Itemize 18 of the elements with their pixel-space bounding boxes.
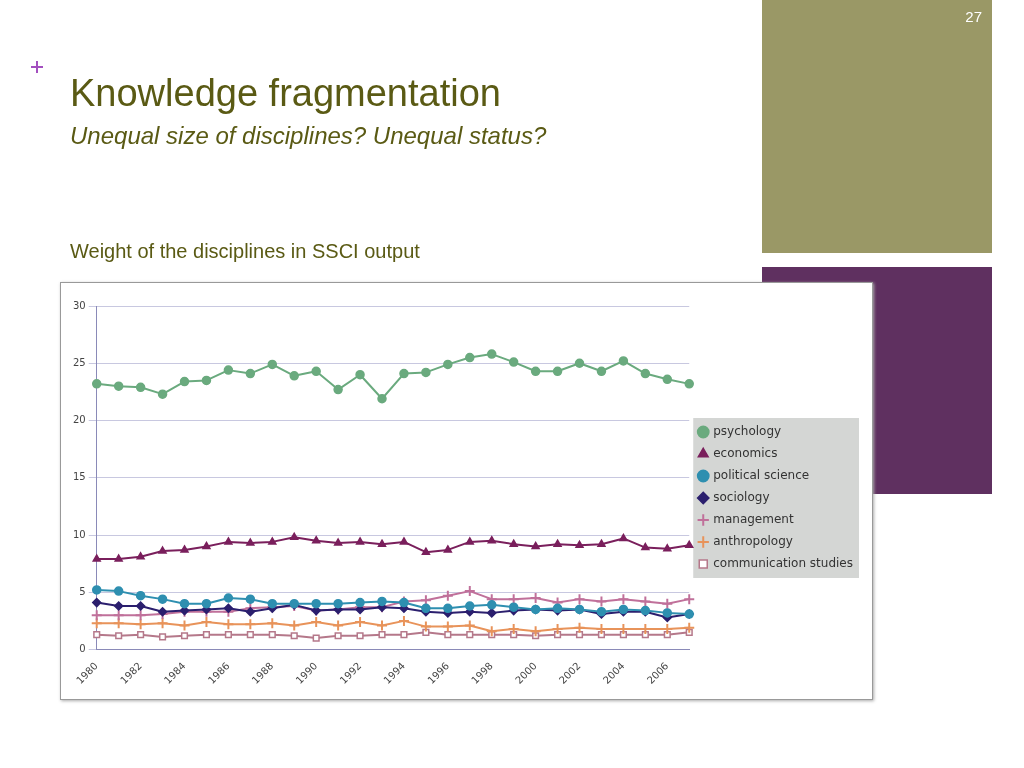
y-tick-label: 0 xyxy=(79,643,86,655)
legend-label: management xyxy=(713,512,794,527)
y-tick-label: 10 xyxy=(72,528,86,540)
text: 27 xyxy=(964,8,982,25)
text: Weight of the disciplines in SSCI output xyxy=(70,240,420,263)
y-tick-label: 15 xyxy=(72,471,86,483)
legend-label: economics xyxy=(713,446,778,461)
chart-subtitle: Unequal size of disciplines? Unequal status? xyxy=(70,122,547,150)
legend-label: sociology xyxy=(713,490,770,505)
y-tick-label: 20 xyxy=(72,414,86,426)
legend-label: political science xyxy=(713,468,810,483)
y-tick-label: 25 xyxy=(72,356,86,368)
legend-label: anthropology xyxy=(713,534,793,549)
legend-label: communication studies xyxy=(713,556,853,571)
legend-label: psychology xyxy=(713,424,782,439)
y-tick-label: 30 xyxy=(72,299,86,311)
y-tick-label: 5 xyxy=(79,585,86,597)
chart-title: Knowledge fragmentation xyxy=(70,72,501,115)
